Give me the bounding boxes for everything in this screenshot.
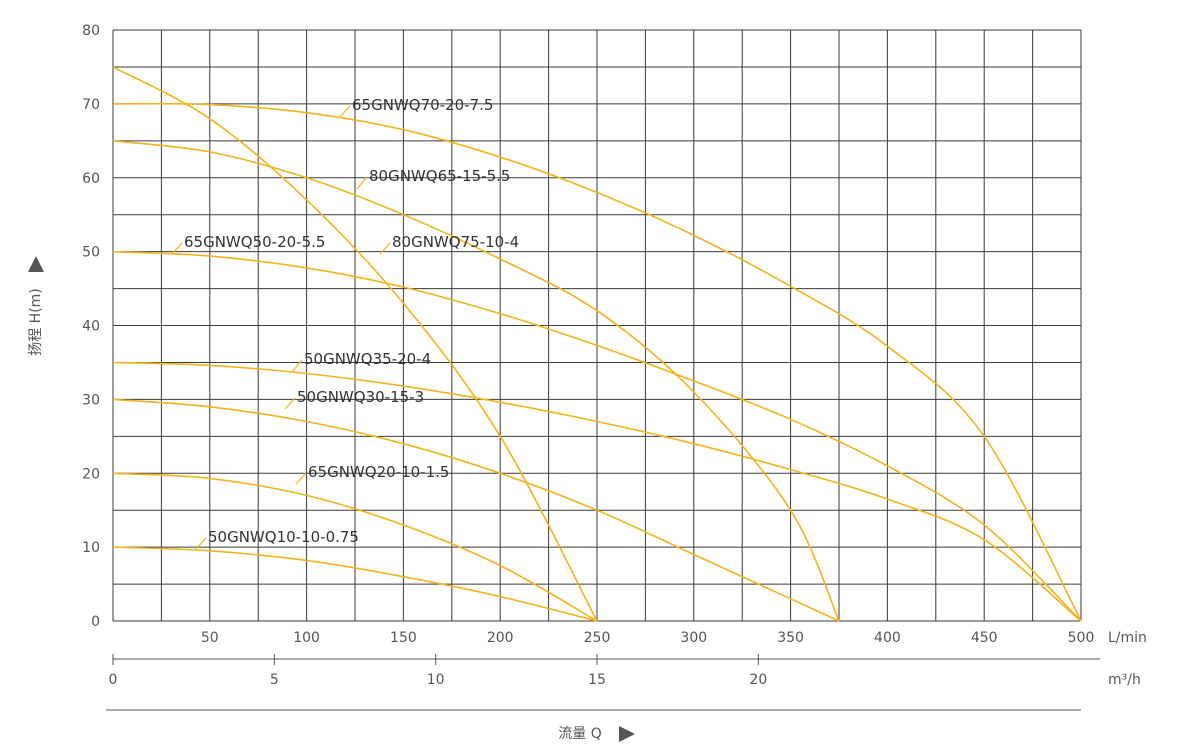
x-tick-label-primary: 350 <box>777 630 804 646</box>
label-leader-line <box>295 472 307 485</box>
label-leader-line <box>339 105 351 118</box>
x-tick-label-primary: 250 <box>584 630 611 646</box>
x-tick-label-primary: 150 <box>390 630 417 646</box>
y-tick-label: 30 <box>82 392 100 408</box>
series-label: 80GNWQ75-10-4 <box>392 233 519 251</box>
y-tick-label: 60 <box>82 171 100 187</box>
label-leader-line <box>171 242 183 255</box>
y-tick-label: 10 <box>82 540 100 556</box>
curves <box>112 66 1082 622</box>
x-tick-label-primary: 400 <box>874 630 901 646</box>
x-tick-label-secondary: 20 <box>749 672 767 688</box>
series-line <box>112 546 598 622</box>
y-tick-label: 70 <box>82 97 100 113</box>
arrow-right-icon <box>619 726 635 742</box>
label-leader-line <box>195 537 207 550</box>
series-line <box>112 102 1082 622</box>
label-leader-line <box>379 242 391 255</box>
x-tick-label-primary: 500 <box>1068 630 1095 646</box>
series-line <box>112 361 1082 622</box>
series-label: 65GNWQ20-10-1.5 <box>308 463 449 481</box>
x-tick-label-primary: 200 <box>487 630 514 646</box>
x-unit-secondary: m³/h <box>1108 672 1141 688</box>
series-label: 80GNWQ65-15-5.5 <box>369 167 510 185</box>
x-tick-label-primary: 300 <box>680 630 707 646</box>
y-tick-label: 20 <box>82 466 100 482</box>
series-line <box>112 472 598 622</box>
label-leader-line <box>356 176 368 190</box>
series-label: 50GNWQ35-20-4 <box>304 350 431 368</box>
x-tick-label-secondary: 10 <box>427 672 445 688</box>
series-label: 50GNWQ10-10-0.75 <box>208 528 359 546</box>
x-tick-label-secondary: 0 <box>109 672 118 688</box>
series-label: 65GNWQ70-20-7.5 <box>352 96 493 114</box>
series-line <box>112 66 598 622</box>
series-label: 50GNWQ30-15-3 <box>297 388 424 406</box>
x-tick-label-secondary: 15 <box>588 672 606 688</box>
series-line <box>112 140 840 622</box>
x-tick-label-primary: 100 <box>293 630 320 646</box>
y-tick-label: 40 <box>82 319 100 335</box>
label-leader-line <box>284 397 296 410</box>
x-unit-primary: L/min <box>1108 630 1147 646</box>
x-tick-label-primary: 450 <box>971 630 998 646</box>
arrow-up-icon <box>28 256 44 272</box>
x-tick-label-secondary: 5 <box>270 672 279 688</box>
label-leader-line <box>291 359 303 373</box>
curve-labels: 65GNWQ70-20-7.5 80GNWQ65-15-5.5 65GNWQ50-2… <box>171 96 519 550</box>
x-axis-label: 流量 Q <box>558 726 601 742</box>
series-line <box>112 398 840 622</box>
y-tick-label: 50 <box>82 245 100 261</box>
series-label: 65GNWQ50-20-5.5 <box>184 233 325 251</box>
y-tick-label: 0 <box>91 614 100 630</box>
y-tick-label: 80 <box>82 23 100 39</box>
x-tick-label-primary: 50 <box>201 630 219 646</box>
y-axis-label-group: 扬程 H(m) <box>28 256 44 356</box>
series-line <box>112 250 1082 622</box>
y-axis-label: 扬程 H(m) <box>28 288 44 356</box>
